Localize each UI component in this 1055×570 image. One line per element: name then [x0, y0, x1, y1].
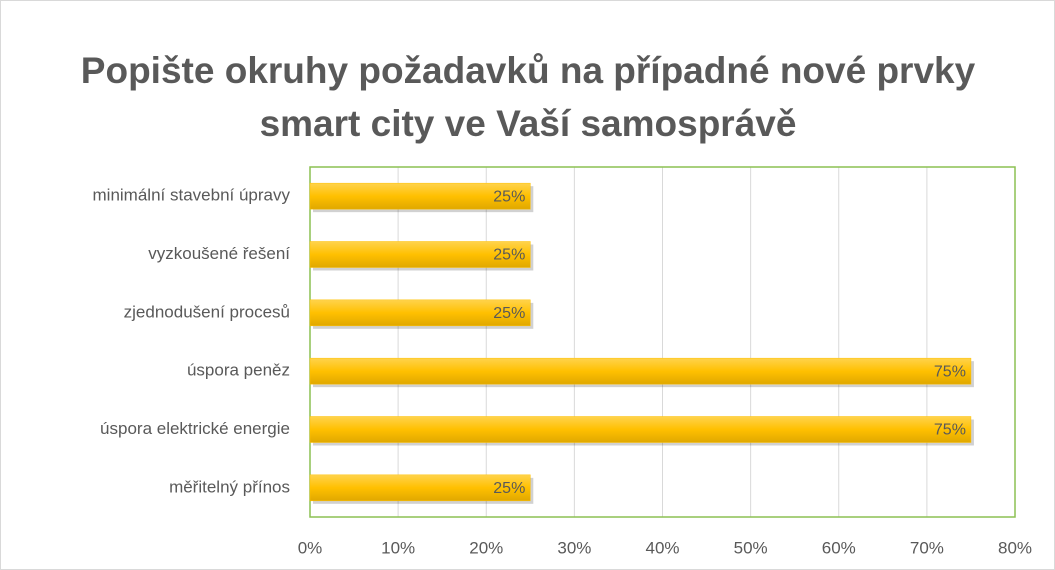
x-tick-label: 0% — [298, 538, 323, 557]
y-tick-label: vyzkoušené řešení — [148, 244, 290, 263]
data-label: 25% — [493, 188, 525, 205]
bar — [309, 416, 972, 443]
bar — [309, 182, 531, 210]
x-tick-label: 70% — [910, 538, 944, 557]
data-label: 25% — [493, 247, 525, 264]
x-tick-label: 10% — [381, 538, 415, 557]
bar — [309, 474, 531, 502]
data-label: 75% — [934, 363, 966, 380]
x-tick-label: 30% — [557, 538, 591, 557]
y-tick-label: úspora elektrické energie — [100, 419, 290, 438]
plot-area-border — [309, 166, 1016, 518]
bar — [309, 241, 531, 268]
y-tick-label: minimální stavební úpravy — [93, 186, 291, 205]
data-label: 75% — [934, 422, 966, 439]
data-label: 25% — [493, 480, 525, 497]
x-tick-label: 80% — [998, 538, 1032, 557]
y-tick-label: úspora peněz — [187, 361, 290, 380]
x-tick-label: 50% — [734, 538, 768, 557]
x-tick-label: 60% — [822, 538, 856, 557]
data-label: 25% — [493, 305, 525, 322]
bar — [309, 299, 531, 327]
bar — [309, 357, 972, 385]
x-tick-label: 40% — [645, 538, 679, 557]
y-tick-label: zjednodušení procesů — [124, 302, 290, 321]
y-tick-label: měřitelný přínos — [169, 477, 290, 496]
x-tick-label: 20% — [469, 538, 503, 557]
chart-title: Popište okruhy požadavků na případné nov… — [80, 50, 976, 144]
